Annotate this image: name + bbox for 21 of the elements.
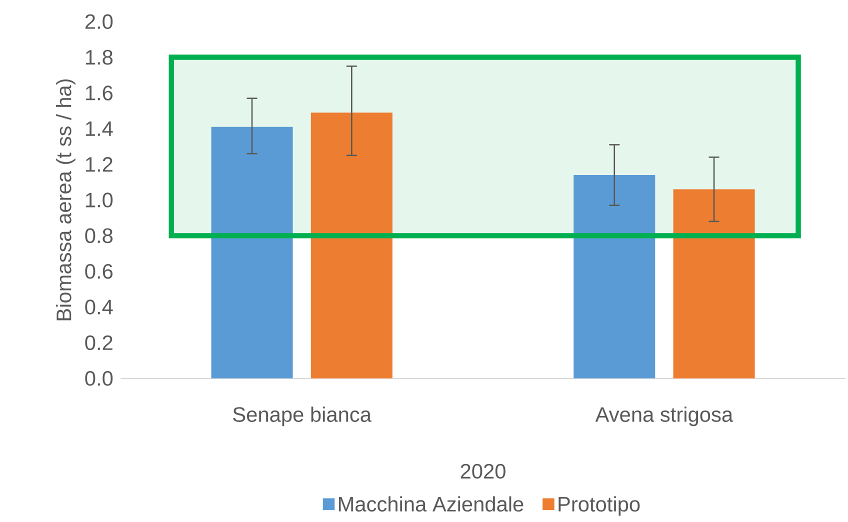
y-tick-label: 0.2 — [85, 335, 112, 350]
y-tick-label: 1.8 — [86, 50, 113, 65]
y-tick-label: 0.4 — [85, 300, 113, 314]
y-axis-title: Biomassa aerea (t ss / ha) — [56, 79, 76, 320]
y-tick-label: 1.2 — [86, 157, 112, 172]
x-tick-label: Avena strigosa — [595, 406, 734, 426]
x-tick-label: Senape bianca — [233, 406, 372, 426]
legend-label: Prototipo — [558, 496, 640, 516]
y-tick-label: 1.4 — [86, 122, 113, 136]
y-tick-label: 0.6 — [85, 264, 113, 279]
y-tick-label: 0.0 — [85, 371, 113, 386]
x-axis-title: 2020 — [460, 464, 506, 479]
bar — [310, 112, 392, 378]
bar — [574, 175, 656, 378]
legend-label: Macchina Aziendale — [338, 496, 524, 512]
y-tick-label: 2.0 — [85, 14, 113, 30]
y-tick-label: 0.8 — [85, 228, 113, 244]
y-tick-label: 1.6 — [86, 86, 113, 100]
bar — [673, 189, 755, 378]
y-tick-label: 1.0 — [86, 192, 113, 208]
bar — [211, 126, 293, 378]
